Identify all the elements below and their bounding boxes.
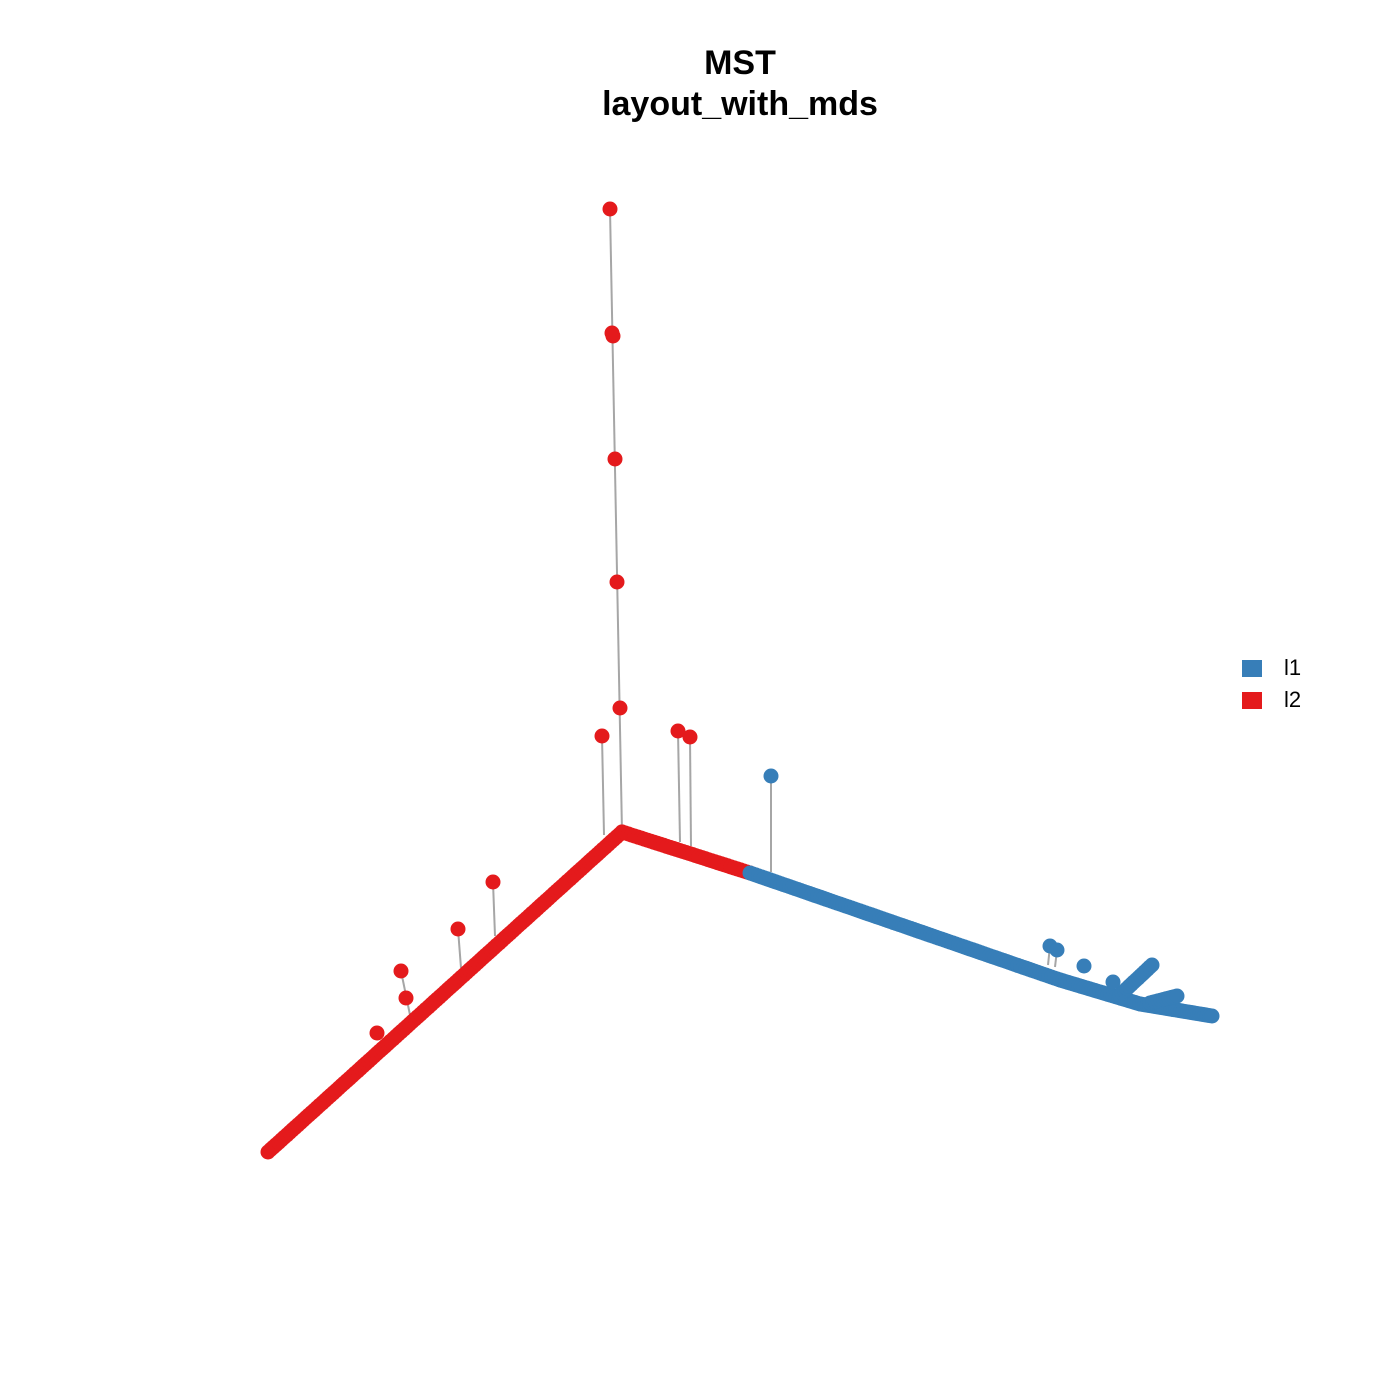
graph-node-379: [682, 729, 698, 745]
graph-node-378: [670, 723, 686, 739]
legend-swatch-l2: [1242, 691, 1262, 709]
graph-node-371: [602, 201, 618, 217]
graph-node-382: [393, 963, 409, 979]
legend-swatch-l1: [1242, 659, 1262, 677]
graph-node-374: [607, 451, 623, 467]
graph-node-388: [1076, 958, 1092, 974]
chart-title: MST: [704, 44, 776, 82]
legend-item-l2: l2: [1242, 684, 1301, 716]
graph-node-389: [1105, 974, 1121, 990]
graph-edge-2: [677, 730, 681, 843]
graph-node-373: [604, 325, 620, 341]
graph-node-359: [1144, 957, 1160, 973]
graph-node-380: [485, 874, 501, 890]
legend: l1 l2: [1242, 652, 1301, 716]
legend-label-l1: l1: [1284, 655, 1302, 680]
legend-item-l1: l1: [1242, 652, 1301, 684]
graph-node-385: [763, 768, 779, 784]
chart-subtitle: layout_with_mds: [602, 85, 878, 123]
graph-edges: [400, 208, 1058, 1016]
graph-node-370: [1169, 988, 1185, 1004]
graph-edge-0: [609, 208, 623, 833]
legend-label-l2: l2: [1284, 687, 1302, 712]
graph-edge-1: [601, 735, 605, 836]
graph-node-344: [1204, 1008, 1220, 1024]
graph-node-384: [369, 1025, 385, 1041]
graph-node-377: [594, 728, 610, 744]
graph-edge-3: [689, 736, 692, 847]
graph-node-376: [612, 700, 628, 716]
graph-edge-5: [492, 881, 496, 937]
graph-nodes: [260, 201, 1220, 1160]
graph-node-383: [398, 990, 414, 1006]
graph-node-381: [450, 921, 466, 937]
graph-node-387: [1049, 942, 1065, 958]
graph-node-375: [609, 574, 625, 590]
